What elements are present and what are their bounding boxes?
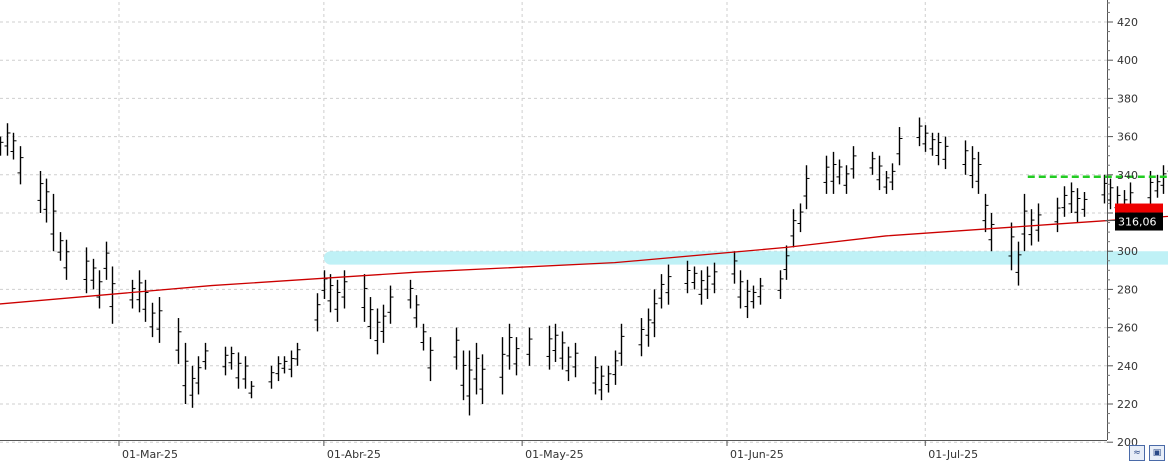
price-tag-bg xyxy=(1115,212,1163,231)
x-tick-label: 01-Abr-25 xyxy=(327,448,381,461)
y-tick-label: 260 xyxy=(1117,322,1138,335)
y-tick-label: 360 xyxy=(1117,131,1138,144)
y-tick-label: 340 xyxy=(1117,169,1138,182)
y-axis-ticks: 200220240260280300320340360380400420 xyxy=(1107,2,1138,449)
y-tick-label: 400 xyxy=(1117,54,1138,67)
support-zone-band xyxy=(323,251,1168,265)
y-tick-label: 220 xyxy=(1117,398,1138,411)
axes xyxy=(0,0,1108,441)
x-axis-ticks: 01-Mar-25 01-Abr-25 01-May-25 01-Jun-25 01-J… xyxy=(118,440,978,461)
y-tick-label: 380 xyxy=(1117,92,1138,105)
price-tag-red xyxy=(1115,203,1163,213)
x-tick-label: 01-Jul-25 xyxy=(928,448,978,461)
x-tick-label: 01-Mar-25 xyxy=(122,448,178,461)
y-tick-label: 420 xyxy=(1117,16,1138,29)
grid xyxy=(0,2,1107,443)
y-tick-label: 300 xyxy=(1117,245,1138,258)
zoom-icon[interactable]: ≈ xyxy=(1129,445,1145,461)
bottom-toolbar: ≈ ▣ xyxy=(1125,443,1168,463)
y-tick-label: 240 xyxy=(1117,360,1138,373)
save-icon[interactable]: ▣ xyxy=(1149,445,1165,461)
last-price-tag: 316,06 xyxy=(1105,203,1163,231)
x-tick-label: 01-Jun-25 xyxy=(730,448,784,461)
y-tick-label: 280 xyxy=(1117,283,1138,296)
support-zone xyxy=(323,251,1168,265)
ohlc-bars xyxy=(0,117,1168,416)
last-price-label: 316,06 xyxy=(1118,216,1157,229)
x-tick-label: 01-May-25 xyxy=(525,448,583,461)
